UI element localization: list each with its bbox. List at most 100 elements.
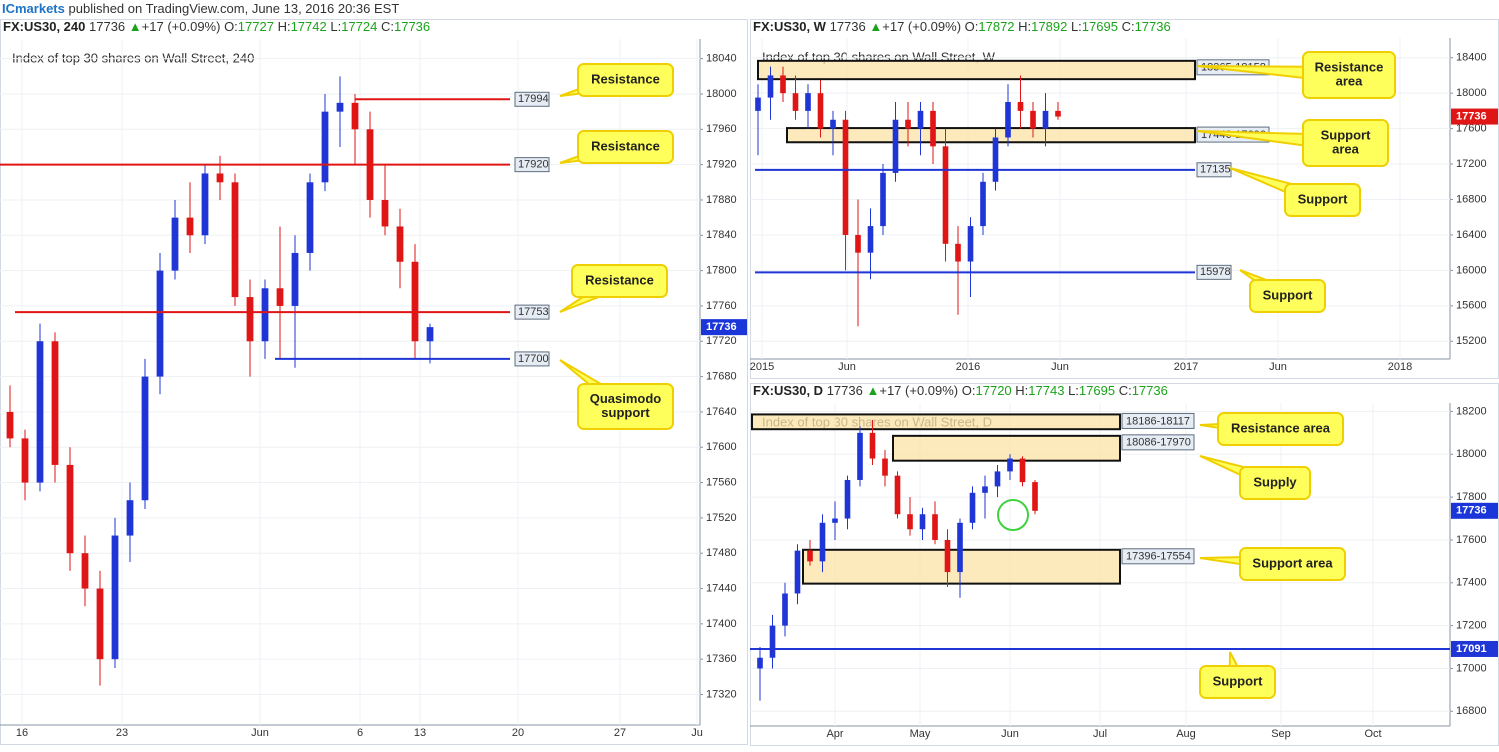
y-tick-label: 17800 [706, 265, 737, 277]
candle-body [780, 75, 786, 94]
stat-value: 17742 [291, 19, 327, 34]
candle-body [51, 341, 59, 465]
candle-body [1055, 110, 1061, 117]
candle-body [1042, 110, 1049, 129]
stat-key: L: [1071, 19, 1082, 34]
candle-body [794, 550, 801, 594]
x-tick-label: 2016 [956, 361, 980, 373]
brand: ICmarkets [2, 1, 65, 16]
candle-body [907, 514, 913, 530]
y-tick-label: 17640 [706, 406, 737, 418]
zone-label-text: 17396-17554 [1126, 551, 1191, 563]
callout-text: Support area [1252, 555, 1333, 570]
callout-fill [579, 132, 672, 162]
candle-body [869, 432, 876, 459]
candle-body [381, 199, 389, 227]
candle-body [126, 500, 134, 536]
callout-fill [1241, 549, 1344, 579]
candle-body [261, 288, 269, 342]
callout-text: Support [1321, 127, 1371, 142]
symbol: FX:US30, W [753, 19, 827, 34]
candle-body [967, 226, 974, 262]
level-label-box [514, 351, 550, 367]
x-tick-label: May [910, 728, 931, 740]
stat-value: 17695 [1079, 383, 1115, 398]
stat-key: C: [381, 19, 394, 34]
callout-text: Support [1213, 673, 1263, 688]
callout-fill [573, 266, 666, 296]
x-tick-label: Ju [691, 727, 703, 739]
candle-body [980, 181, 986, 227]
candle-body [857, 432, 863, 480]
zone-label: 17396-17554 [1121, 548, 1195, 565]
stat-key: O: [965, 19, 979, 34]
symbol: FX:US30, D [753, 383, 823, 398]
last-price: 17736 [827, 383, 863, 398]
level-label-box [514, 91, 550, 107]
x-tick-label: 23 [116, 727, 128, 739]
price-tag [701, 319, 747, 336]
candle-body [982, 486, 988, 493]
candle-body [81, 553, 89, 589]
price-tag [1451, 108, 1498, 125]
change-arrow: ▲ [129, 19, 142, 34]
candle-body [905, 119, 911, 129]
change: +17 (+0.09%) [882, 19, 961, 34]
y-tick-label: 17920 [706, 159, 737, 171]
callout-text: Support [1263, 287, 1313, 302]
candle-body [276, 288, 284, 306]
chart-panel: FX:US30, 240 17736 ▲+17 (+0.09%) O:17727… [0, 19, 748, 745]
candle-body [769, 625, 776, 658]
candle-body [819, 522, 826, 562]
zone-label: 18086-17970 [1121, 434, 1195, 451]
candle-body [844, 479, 851, 519]
x-tick-label: 16 [16, 727, 28, 739]
candle-body [6, 411, 14, 439]
callout-text: Supply [1253, 474, 1297, 489]
candle-body [1019, 458, 1026, 483]
annotation: Support [1199, 651, 1276, 699]
candle-body [757, 657, 763, 669]
stat-key: C: [1122, 19, 1135, 34]
callout-text: Quasimodo [590, 391, 662, 406]
y-tick-label: 17720 [706, 335, 737, 347]
candle-body [930, 110, 936, 147]
callout-fill [579, 65, 672, 95]
stat-value: 17736 [394, 19, 430, 34]
panel-frame [0, 19, 748, 745]
price-tag-text: 17736 [1456, 505, 1487, 517]
candle-body [141, 376, 149, 501]
zone [892, 434, 1121, 462]
candle-body [855, 234, 861, 253]
candle-body [782, 593, 788, 626]
y-tick-label: 18040 [706, 53, 737, 65]
y-tick-label: 17600 [1456, 534, 1487, 546]
callout-fill [1304, 121, 1387, 165]
stat-value: 17724 [341, 19, 377, 34]
last-price: 17736 [89, 19, 125, 34]
level-tag-text: 17091 [1456, 643, 1487, 655]
candle-body [1005, 102, 1011, 138]
panel-title: FX:US30, 240 17736 ▲+17 (+0.09%) O:17727… [3, 19, 430, 34]
stat-key: L: [330, 19, 341, 34]
candle-body [426, 327, 434, 342]
candle-body [336, 102, 344, 112]
callout-text: area [1332, 141, 1360, 156]
callout-fill [1251, 281, 1324, 311]
candle-body [955, 243, 961, 262]
candle-body [396, 226, 404, 262]
stat-value: 17736 [1135, 19, 1171, 34]
watermark: Index of top 30 shares on Wall Street, 2… [12, 50, 254, 65]
x-tick-label: Jun [1051, 361, 1069, 373]
y-tick-label: 18000 [706, 88, 737, 100]
callout-text: Support [1298, 191, 1348, 206]
candle-body [171, 217, 179, 271]
candle-body [755, 97, 761, 111]
level-label: 17994 [518, 93, 549, 105]
x-tick-label: 2017 [1174, 361, 1198, 373]
candle-body [892, 119, 899, 173]
x-tick-label: Oct [1364, 728, 1381, 740]
candle-body [66, 464, 74, 554]
